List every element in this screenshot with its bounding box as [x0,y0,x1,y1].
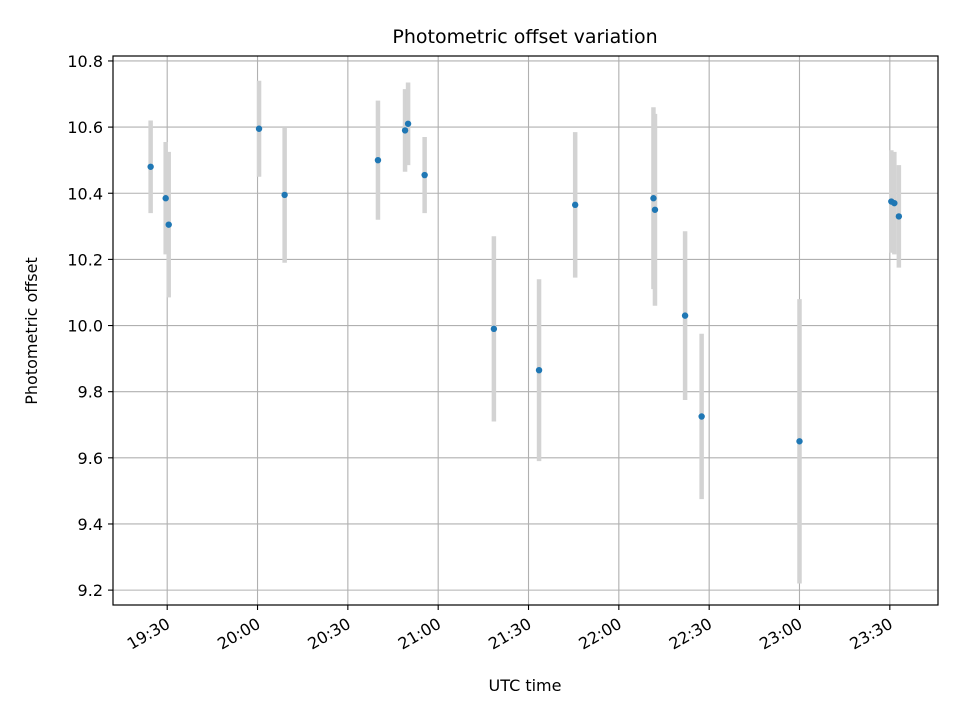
data-point [698,413,705,420]
y-tick-label: 10.4 [67,184,103,203]
data-point [162,195,169,202]
data-point [374,156,382,164]
data-point [535,366,543,374]
y-tick-label: 9.2 [78,581,103,600]
y-tick-label: 10.6 [67,118,103,137]
y-axis-label: Photometric offset [22,257,41,405]
data-point [255,125,263,132]
data-point [681,312,689,319]
y-tick-label: 10.8 [67,52,103,71]
data-point [571,201,579,209]
data-point [147,163,154,170]
x-axis-label: UTC time [489,676,562,695]
data-points [147,120,903,445]
y-tick-label: 10.2 [67,250,103,269]
y-tick-label: 10.0 [67,317,103,336]
data-point [796,438,803,445]
data-point [421,171,428,179]
data-point [165,221,172,228]
y-axis-ticks: 9.2 9.4 9.6 9.8 10.0 10.2 10.4 10.6 10.8 [67,52,113,600]
chart-title: Photometric offset variation [392,26,657,48]
plot-frame [112,55,939,606]
data-point [490,325,498,333]
data-point [650,195,657,202]
data-point [404,120,412,127]
y-tick-label: 9.8 [78,383,103,402]
data-point [891,199,898,207]
data-point [281,191,288,199]
data-point [401,127,409,134]
y-tick-label: 9.4 [78,515,103,534]
y-tick-label: 9.6 [78,449,103,468]
data-point [651,206,659,213]
data-point [895,213,903,220]
